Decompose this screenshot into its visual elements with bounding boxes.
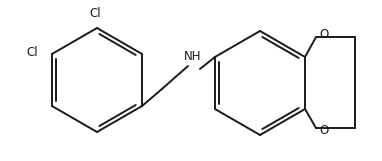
Text: NH: NH	[184, 50, 202, 63]
Text: Cl: Cl	[89, 7, 101, 20]
Text: O: O	[319, 124, 328, 137]
Text: Cl: Cl	[26, 46, 38, 58]
Text: O: O	[319, 28, 328, 41]
